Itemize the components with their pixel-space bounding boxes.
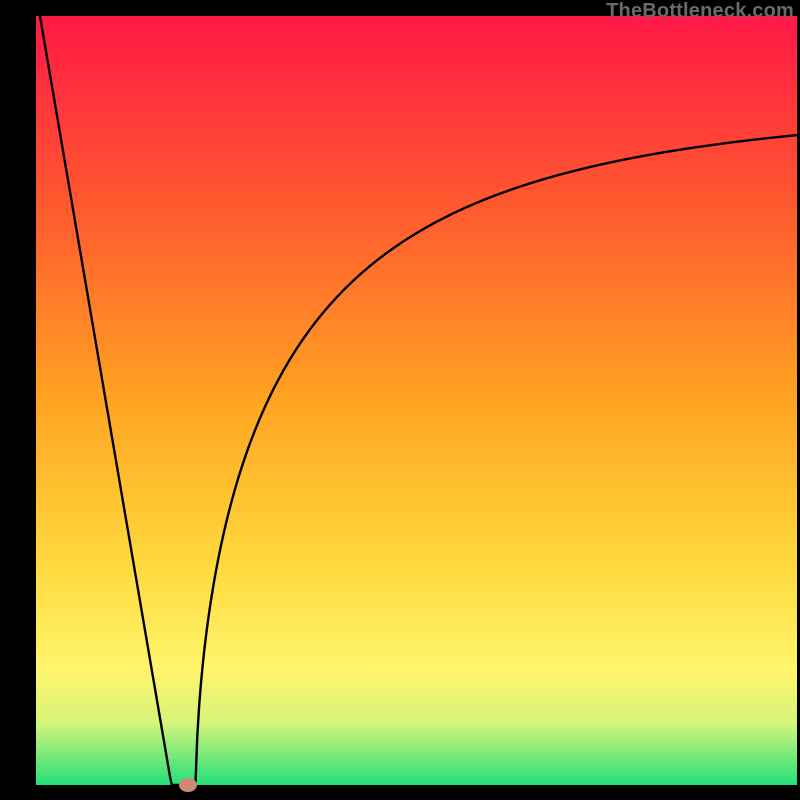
min-marker [179, 778, 197, 792]
curve-layer [0, 0, 800, 800]
chart-frame: TheBottleneck.com [0, 0, 800, 800]
watermark: TheBottleneck.com [606, 0, 794, 23]
bottleneck-curve [36, 0, 797, 785]
